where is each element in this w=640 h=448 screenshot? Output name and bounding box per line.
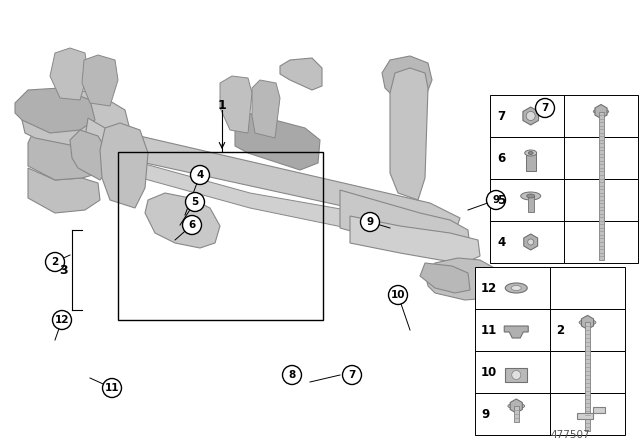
Bar [585,323,590,431]
Text: 7: 7 [348,370,356,380]
Text: 1: 1 [218,99,227,112]
Ellipse shape [508,403,525,409]
Ellipse shape [528,151,533,155]
Polygon shape [577,407,605,419]
Polygon shape [581,315,593,329]
Text: 5: 5 [191,197,198,207]
Bar [514,406,519,422]
Polygon shape [390,68,428,200]
Polygon shape [524,234,538,250]
Circle shape [102,379,122,397]
Polygon shape [220,76,252,133]
Circle shape [45,253,65,271]
Bar [475,309,550,351]
Bar [564,137,638,179]
Circle shape [536,99,554,117]
Polygon shape [382,56,432,98]
Polygon shape [420,263,470,293]
Polygon shape [425,258,500,300]
Circle shape [191,165,209,185]
Bar [598,112,604,260]
Polygon shape [15,88,95,133]
Ellipse shape [593,109,609,114]
Ellipse shape [525,150,537,156]
Text: 12: 12 [481,281,497,294]
Text: 7: 7 [497,109,505,122]
Polygon shape [510,399,522,413]
Text: 2: 2 [556,323,564,336]
Bar [475,267,550,309]
Bar [475,393,550,435]
Text: 9: 9 [492,195,500,205]
Text: 477507: 477507 [550,430,590,440]
Polygon shape [280,58,322,90]
Polygon shape [82,55,118,106]
Bar [550,267,625,309]
Polygon shape [100,123,148,208]
Circle shape [360,212,380,232]
Circle shape [282,366,301,384]
Bar [490,137,564,179]
Circle shape [512,370,521,379]
Polygon shape [350,216,480,263]
Text: 10: 10 [391,290,405,300]
Polygon shape [504,326,528,338]
Bar [564,179,638,221]
Text: 6: 6 [497,151,505,164]
Polygon shape [340,190,470,253]
Bar [505,368,527,382]
Circle shape [526,112,535,121]
Text: 9: 9 [367,217,374,227]
Text: 3: 3 [60,263,68,276]
Circle shape [528,239,534,245]
Ellipse shape [505,283,527,293]
Bar [490,179,564,221]
Text: 10: 10 [481,366,497,379]
Polygon shape [85,118,460,233]
Bar [525,153,536,171]
Bar [564,95,638,137]
Polygon shape [28,128,105,180]
Ellipse shape [521,192,541,200]
Bar [550,351,625,393]
Bar [475,351,550,393]
Ellipse shape [511,285,521,290]
Polygon shape [252,80,280,138]
Bar [490,221,564,263]
Polygon shape [145,193,220,248]
Polygon shape [235,113,320,170]
Polygon shape [28,168,100,213]
Circle shape [342,366,362,384]
Circle shape [486,190,506,210]
Ellipse shape [579,319,596,325]
Text: 4: 4 [196,170,204,180]
Polygon shape [22,90,130,148]
Polygon shape [100,153,460,248]
Bar [550,393,625,435]
Polygon shape [595,104,607,119]
Polygon shape [523,107,538,125]
Text: 12: 12 [55,315,69,325]
Bar [528,196,534,212]
Polygon shape [70,130,108,180]
Circle shape [186,193,205,211]
Circle shape [388,285,408,305]
Bar [550,309,625,351]
Ellipse shape [527,194,534,198]
Bar [564,221,638,263]
Polygon shape [50,48,88,100]
Bar [490,95,564,137]
Text: 6: 6 [188,220,196,230]
Text: 2: 2 [51,257,59,267]
Bar [118,152,323,320]
Text: 8: 8 [289,370,296,380]
Text: 11: 11 [481,323,497,336]
Text: 7: 7 [541,103,548,113]
Circle shape [52,310,72,329]
Circle shape [182,215,202,234]
Text: 11: 11 [105,383,119,393]
Text: 9: 9 [481,408,489,421]
Text: 5: 5 [497,194,505,207]
Text: 4: 4 [497,236,505,249]
